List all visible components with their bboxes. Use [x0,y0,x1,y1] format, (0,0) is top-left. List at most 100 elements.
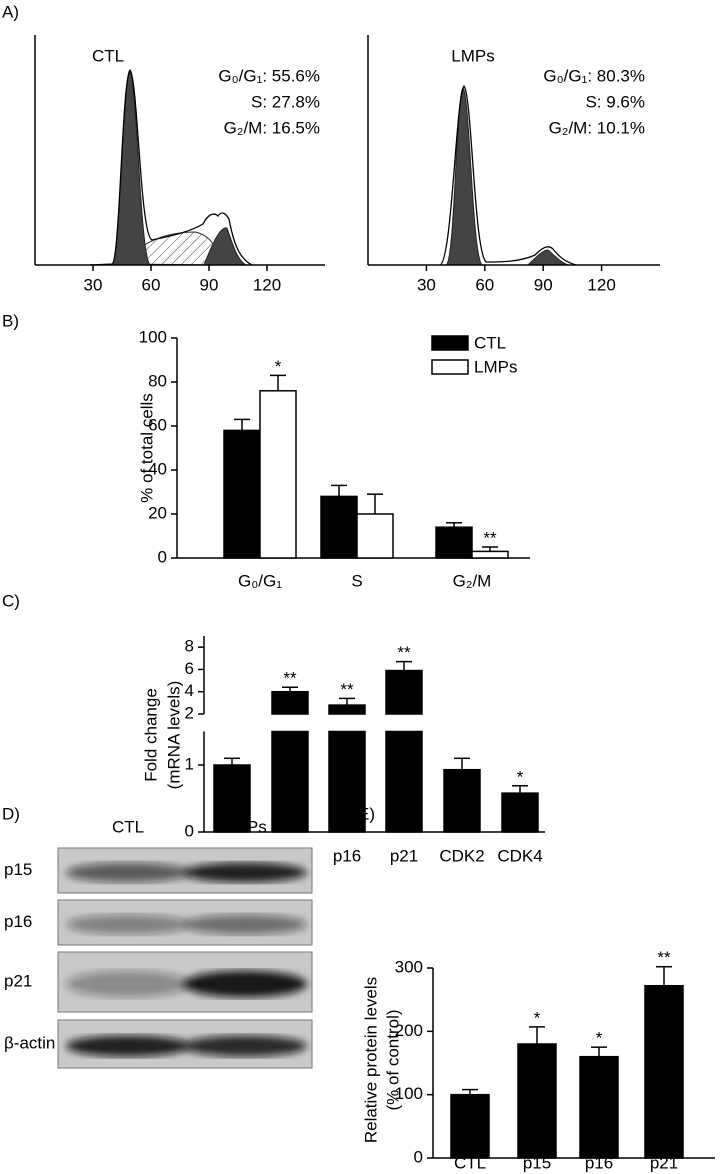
lane-label: CTL [112,817,144,836]
blot-band [183,862,307,883]
bar [579,1055,619,1159]
legend-label: LMPs [474,357,517,376]
x-tick-label: 120 [587,275,615,294]
blot-band [66,1035,190,1057]
g1-peak [111,71,152,266]
significance-marker: * [517,767,524,786]
significance-marker: * [275,357,282,376]
y-tick-label: 1 [185,754,194,773]
bar [450,1093,490,1159]
panel-label: B) [2,311,19,330]
bar [385,730,423,833]
bar [517,1043,557,1159]
y-tick-label: 0 [185,821,194,840]
g2-peak [526,249,569,266]
phase-annotation: S: 27.8% [251,92,320,111]
histogram-outline [89,68,253,266]
row-label: p15 [4,860,32,879]
y-tick-label: 0 [414,1147,423,1166]
blot-band [183,1035,307,1057]
x-tick-label: CDK2 [439,846,484,865]
phase-annotation: G₂/M: 10.1% [549,118,645,137]
legend-swatch [431,359,469,375]
row-label: p21 [4,971,32,990]
y-axis-label: (mRNA levels) [164,681,183,790]
y-tick-label: 100 [395,1084,423,1103]
bar [259,390,297,559]
y-tick-label: 300 [395,957,423,976]
significance-marker: ** [283,669,297,688]
blot-band [66,862,190,883]
bar [435,526,473,559]
bar [223,429,261,559]
x-tick-label: 60 [142,275,161,294]
x-tick-label: 90 [534,275,553,294]
y-tick-label: 6 [185,659,194,678]
significance-marker: ** [657,948,671,967]
x-tick-label: S [351,571,362,590]
bar [385,669,423,715]
bar [644,984,684,1159]
g2-peak [203,227,248,266]
blot-band [183,970,307,998]
significance-marker: * [534,1008,541,1027]
y-axis-label: % of total cells [137,393,156,503]
phase-annotation: G₂/M: 16.5% [224,118,320,137]
y-tick-label: 4 [185,681,194,700]
flow-histogram-ctl [89,68,253,266]
bar [271,690,309,715]
panel-label: C) [2,591,20,610]
x-tick-label: CDK4 [497,846,542,865]
y-tick-label: 0 [158,547,167,566]
y-tick-label: 2 [185,703,194,722]
blot-band [183,914,307,935]
bar [443,768,481,833]
x-tick-label: 90 [200,275,219,294]
y-tick-label: 20 [148,503,167,522]
bar [328,730,366,833]
bar [320,495,358,559]
y-tick-label: 80 [148,371,167,390]
legend-label: CTL [474,333,506,352]
histogram-outline [439,84,577,266]
g1-peak [445,87,484,266]
y-axis-label: Relative protein levels [361,977,380,1143]
panel-label: E) [358,804,375,823]
blot-band [66,914,190,935]
flow-histogram-lmps [439,84,577,266]
x-tick-label: p16 [333,846,361,865]
y-tick-label: 8 [185,637,194,656]
x-tick-label: G₀/G₁ [238,571,282,590]
chart-title: CTL [92,46,124,65]
x-tick-label: 60 [475,275,494,294]
y-tick-label: 40 [148,459,167,478]
chart-title: LMPs [451,46,494,65]
lane-label: LMPs [223,817,266,836]
x-tick-label: 30 [84,275,103,294]
bar [356,513,394,559]
x-tick-label: 30 [417,275,436,294]
panel-label: A) [2,2,19,21]
legend-swatch [431,335,469,351]
panel-label: D) [2,804,20,823]
row-label: p16 [4,912,32,931]
row-label: β-actin [4,1033,55,1052]
x-tick-label: 120 [253,275,281,294]
bar [501,792,539,833]
significance-marker: ** [397,643,411,662]
y-tick-label: 100 [139,327,167,346]
x-tick-label: p21 [390,846,418,865]
bar [328,704,366,715]
bar [271,730,309,833]
bar [471,550,509,559]
y-axis-label: (% of control) [383,1009,402,1110]
y-tick-label: 60 [148,415,167,434]
phase-annotation: G₀/G₁: 80.3% [543,66,645,85]
phase-annotation: S: 9.6% [585,92,645,111]
significance-marker: ** [483,528,497,547]
bar [213,764,251,833]
y-tick-label: 200 [395,1021,423,1040]
x-tick-label: G₂/M [453,571,492,590]
